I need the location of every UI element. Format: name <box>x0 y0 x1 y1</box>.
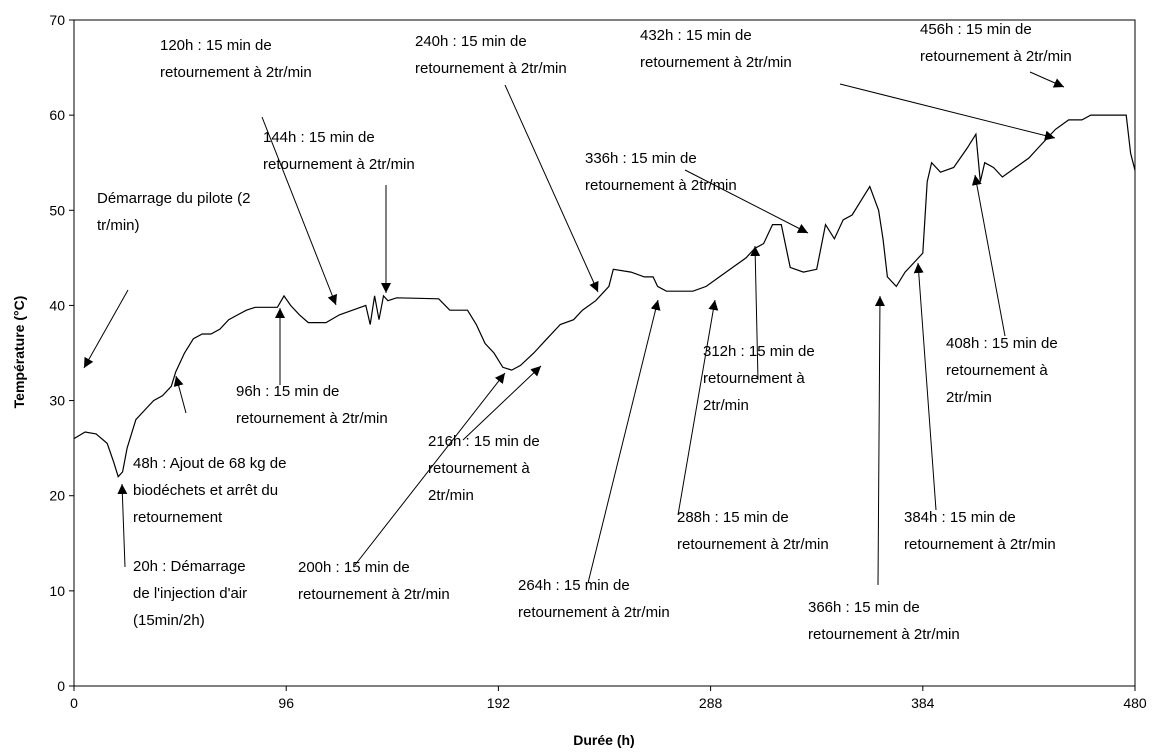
annotation-text: (15min/2h) <box>133 612 205 629</box>
annotation-text: 408h : 15 min de <box>946 335 1058 352</box>
annotation-text: 366h : 15 min de <box>808 599 920 616</box>
y-tick-label: 0 <box>57 678 65 694</box>
y-axis-title: Température (°C) <box>11 296 27 409</box>
annotation-text: 456h : 15 min de <box>920 21 1032 38</box>
y-tick-label: 20 <box>49 488 65 504</box>
annotation-text: 200h : 15 min de <box>298 559 410 576</box>
temperature-line <box>73 114 1136 478</box>
annotation-text: 288h : 15 min de <box>677 509 789 526</box>
annotation-text: retournement à 2tr/min <box>677 536 829 553</box>
annotation-arrow <box>913 262 937 511</box>
annotation-text: 2tr/min <box>428 487 474 504</box>
annotation-text: 312h : 15 min de <box>703 343 815 360</box>
y-tick-label: 70 <box>49 12 65 28</box>
annotation-arrow <box>117 483 128 568</box>
annotation-text: retournement à <box>703 370 805 387</box>
annotation-text: retournement à 2tr/min <box>518 604 670 621</box>
y-tick-label: 60 <box>49 107 65 123</box>
annotation-text: retournement à 2tr/min <box>236 410 388 427</box>
plot-frame <box>73 19 1136 687</box>
annotation-text: tr/min) <box>97 217 140 234</box>
annotation-arrow <box>1029 71 1065 88</box>
annotation-text: 336h : 15 min de <box>585 150 697 167</box>
annotation-text: 20h : Démarrage <box>133 558 246 575</box>
annotation-arrow <box>874 295 885 586</box>
annotation-text: 96h : 15 min de <box>236 383 339 400</box>
annotation-text: retournement à 2tr/min <box>298 586 450 603</box>
x-tick-label: 192 <box>487 695 511 711</box>
annotation-text: retournement <box>133 509 223 526</box>
annotation-text: 432h : 15 min de <box>640 27 752 44</box>
x-tick-label: 384 <box>911 695 935 711</box>
x-axis-title: Durée (h) <box>573 732 634 748</box>
y-tick-label: 10 <box>49 583 65 599</box>
annotation-text: de l'injection d'air <box>133 585 247 602</box>
annotation-arrow <box>504 84 599 293</box>
annotation-text: retournement à 2tr/min <box>920 48 1072 65</box>
annotation-text: 2tr/min <box>703 397 749 414</box>
annotation-text: 384h : 15 min de <box>904 509 1016 526</box>
y-tick-label: 40 <box>49 297 65 313</box>
annotation-text: 2tr/min <box>946 389 992 406</box>
annotation-text: 120h : 15 min de <box>160 37 272 54</box>
annotation-arrow <box>971 174 1006 337</box>
annotation-text: Démarrage du pilote (2 <box>97 190 250 207</box>
annotation-arrow <box>354 372 506 566</box>
annotation-arrow <box>261 116 337 306</box>
annotation-arrow <box>83 289 129 369</box>
annotation-text: 48h : Ajout de 68 kg de <box>133 455 286 472</box>
y-tick-label: 30 <box>49 393 65 409</box>
annotation-text: retournement à 2tr/min <box>808 626 960 643</box>
annotation-text: retournement à 2tr/min <box>640 54 792 71</box>
annotation-text: 264h : 15 min de <box>518 577 630 594</box>
annotation-text: retournement à 2tr/min <box>415 60 567 77</box>
annotation-arrow <box>684 169 809 234</box>
annotation-text: retournement à <box>428 460 530 477</box>
annotation-text: 216h : 15 min de <box>428 433 540 450</box>
annotation-text: retournement à 2tr/min <box>904 536 1056 553</box>
annotation-text: 144h : 15 min de <box>263 129 375 146</box>
x-tick-label: 288 <box>699 695 723 711</box>
annotation-text: biodéchets et arrêt du <box>133 482 278 499</box>
annotation-text: retournement à 2tr/min <box>263 156 415 173</box>
annotation-arrow <box>462 365 542 441</box>
annotation-arrow <box>677 299 719 516</box>
x-tick-label: 96 <box>278 695 294 711</box>
annotation-text: retournement à 2tr/min <box>160 64 312 81</box>
annotation-arrow <box>587 299 661 584</box>
y-tick-label: 50 <box>49 202 65 218</box>
x-tick-label: 0 <box>70 695 78 711</box>
annotation-arrow <box>173 375 187 414</box>
annotation-arrow <box>750 245 761 381</box>
annotation-text: retournement à 2tr/min <box>585 177 737 194</box>
annotation-text: 240h : 15 min de <box>415 33 527 50</box>
annotation-arrow <box>839 83 1056 141</box>
x-tick-label: 480 <box>1123 695 1147 711</box>
annotation-text: retournement à <box>946 362 1048 379</box>
